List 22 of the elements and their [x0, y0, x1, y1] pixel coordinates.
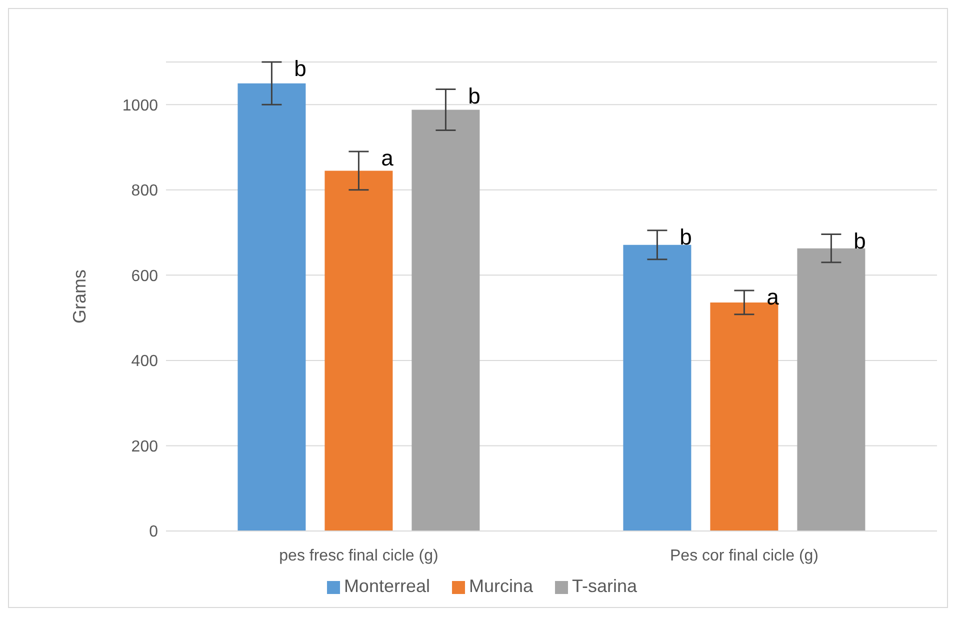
data-label: a [381, 146, 394, 171]
y-tick-label: 200 [131, 438, 158, 456]
data-label: b [854, 228, 866, 254]
legend-label: T-sarina [572, 576, 638, 596]
y-tick-label: 600 [131, 268, 158, 285]
data-label: b [294, 56, 306, 81]
y-tick-label: 0 [149, 524, 158, 541]
legend-label: Murcina [468, 576, 534, 596]
bar [412, 110, 480, 531]
data-label: b [468, 83, 480, 108]
y-tick-label: 800 [131, 182, 158, 200]
bar [324, 170, 393, 531]
data-label: b [680, 224, 692, 250]
bar [623, 244, 692, 531]
bar [238, 83, 306, 531]
y-tick-label: 1000 [122, 97, 158, 114]
x-tick-label: Pes cor final cicle (g) [670, 547, 818, 564]
y-axis-title: Grams [69, 270, 90, 324]
bar [797, 248, 866, 531]
x-tick-label: pes fresc final cicle (g) [279, 547, 438, 564]
legend-label: Monterreal [344, 576, 430, 596]
y-tick-label: 400 [131, 353, 158, 370]
